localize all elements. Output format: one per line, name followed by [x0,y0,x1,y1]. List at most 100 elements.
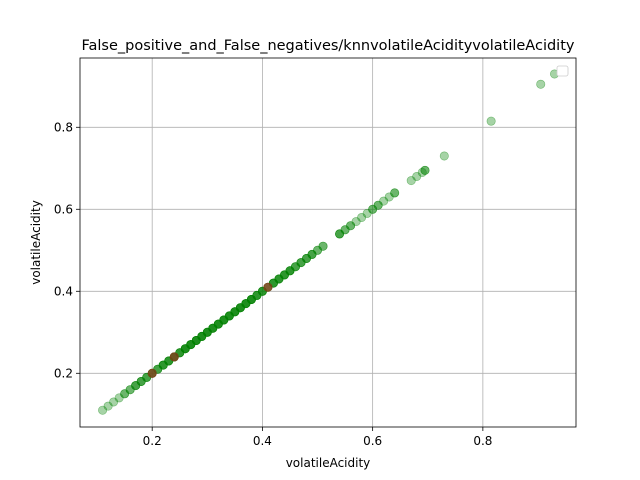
data-point [180,344,190,354]
data-point [536,79,546,89]
data-point [307,249,317,259]
data-point [252,290,262,300]
data-point [252,290,262,300]
data-point [252,290,262,300]
data-point [136,376,146,386]
legend-box [556,65,569,77]
data-point [368,204,378,214]
data-point [197,331,207,341]
data-point [235,303,245,313]
data-point [202,327,212,337]
data-point [219,315,229,325]
data-point [241,299,251,309]
data-point [114,393,124,403]
data-point [186,340,196,350]
data-point [373,200,383,210]
data-point [131,381,141,391]
data-point [362,208,372,218]
data-point [191,335,201,345]
data-point [274,274,284,284]
data-point [313,245,323,255]
data-point [208,323,218,333]
x-tick-label: 0.8 [473,434,492,448]
data-point [335,229,345,239]
data-point [219,315,229,325]
data-point [131,381,141,391]
data-point [191,335,201,345]
data-point [197,331,207,341]
data-point [346,221,356,231]
data-point [235,303,245,313]
data-point [197,331,207,341]
data-point [290,262,300,272]
data-point [318,241,328,251]
data-point [384,192,394,202]
data-point [302,253,312,263]
data-point [197,331,207,341]
data-point [412,171,422,181]
data-point [158,360,168,370]
data-point [98,405,108,415]
data-point [351,217,361,227]
data-point [274,274,284,284]
data-point [417,167,427,177]
data-point [420,165,430,175]
data-point [390,188,400,198]
data-point [302,253,312,263]
data-point [180,344,190,354]
data-point [213,319,223,329]
data-point [230,307,240,317]
data-point [285,266,295,276]
data-point [406,176,416,186]
data-point [318,241,328,251]
data-point [131,381,141,391]
data-point [241,299,251,309]
data-point [109,397,119,407]
data-point [235,303,245,313]
data-point [136,376,146,386]
data-point [125,385,135,395]
y-tick-label: 0.2 [54,366,73,380]
data-point [219,315,229,325]
data-point [219,315,229,325]
data-point [180,344,190,354]
data-point [213,319,223,329]
data-point [241,299,251,309]
data-point [202,327,212,337]
x-tick-label: 0.4 [253,434,272,448]
data-point [340,225,350,235]
data-point [246,294,256,304]
data-point [307,249,317,259]
data-point [279,270,289,280]
data-point [307,249,317,259]
data-point [290,262,300,272]
misclassified-point [169,352,179,362]
data-point [296,258,306,268]
data-point [230,307,240,317]
data-point [180,344,190,354]
misclassified-point [147,368,157,378]
data-point [241,299,251,309]
data-point [373,200,383,210]
data-point [208,323,218,333]
data-point [439,151,449,161]
misclassified-point [263,282,273,292]
y-tick-label: 0.8 [54,120,73,134]
data-point [120,389,130,399]
data-point [241,299,251,309]
data-point [230,307,240,317]
data-point [313,245,323,255]
data-point [379,196,389,206]
data-point [208,323,218,333]
data-point [290,262,300,272]
y-axis-label: volatileAcidity [29,200,43,285]
data-point [202,327,212,337]
y-tick-label: 0.6 [54,202,73,216]
data-point [186,340,196,350]
data-point [202,327,212,337]
data-point [302,253,312,263]
data-point [158,360,168,370]
data-point [186,340,196,350]
